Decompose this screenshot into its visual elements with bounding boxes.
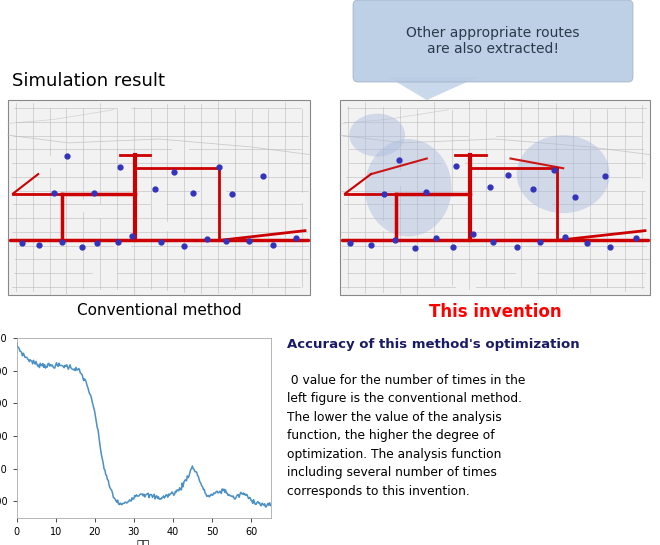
Text: Other appropriate routes
are also extracted!: Other appropriate routes are also extrac…	[407, 26, 579, 56]
Text: Conventional method: Conventional method	[77, 303, 242, 318]
Ellipse shape	[365, 139, 451, 237]
Text: Simulation result: Simulation result	[12, 72, 165, 90]
Polygon shape	[388, 77, 478, 100]
Ellipse shape	[349, 114, 405, 156]
Bar	[8, 100, 310, 295]
FancyBboxPatch shape	[353, 0, 633, 82]
Text: Accuracy of this method's optimization: Accuracy of this method's optimization	[287, 338, 579, 351]
Bar	[340, 100, 650, 295]
Text: This invention: This invention	[429, 303, 561, 321]
Ellipse shape	[517, 135, 610, 213]
Text: 0 value for the number of times in the
left figure is the conventional method.
T: 0 value for the number of times in the l…	[287, 374, 525, 498]
X-axis label: 回数: 回数	[137, 540, 150, 545]
